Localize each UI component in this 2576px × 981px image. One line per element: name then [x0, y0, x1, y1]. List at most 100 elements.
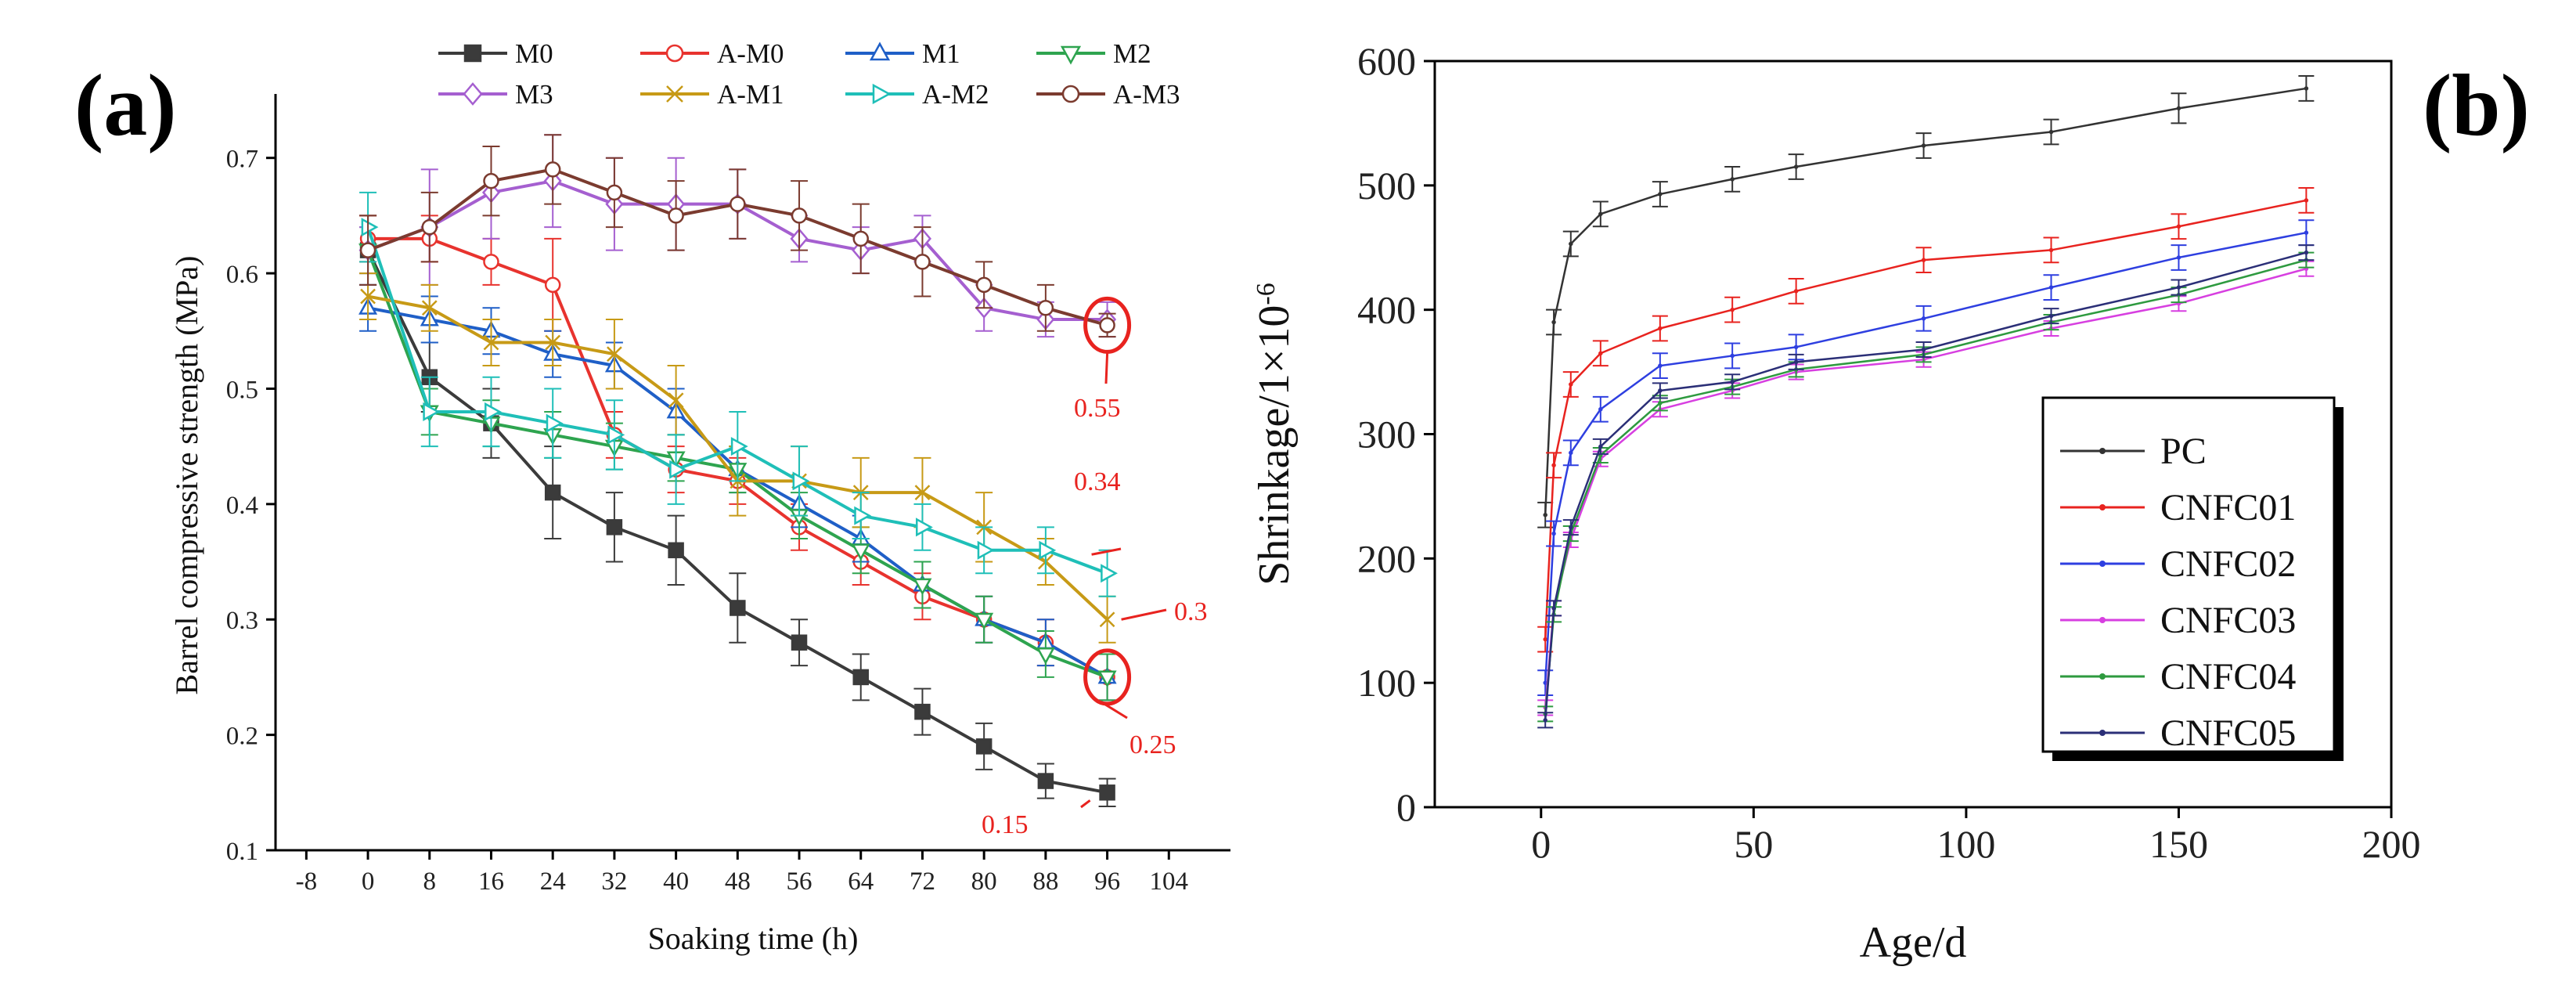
chart-b-x-tick-label: 0 [1531, 822, 1551, 866]
chart-b-point-cnfc01 [1658, 326, 1663, 331]
chart-a-point-a-m3 [852, 230, 869, 247]
chart-a-legend-marker-a-m1 [666, 85, 683, 103]
chart-a-annotation-label-m2: 0.25 [1129, 730, 1176, 759]
chart-a-point-a-m3 [544, 161, 561, 178]
chart-a-point-a-m2 [854, 506, 872, 525]
chart-a-x-axis-label: Soaking time (h) [648, 921, 859, 956]
chart-a-legend-entry-a-m1: A-M1 [640, 79, 784, 110]
chart-a-x-tick-label: 24 [540, 867, 566, 896]
chart-b-point-pc [1921, 143, 1926, 148]
chart-b-x-tick-label: 150 [2149, 822, 2208, 866]
chart-b-point-cnfc02 [1543, 680, 1547, 685]
chart-panel-b: 0 50 100 150 200 0 100 200 300 400 500 600 PC CNFC01… [1250, 39, 2421, 967]
chart-a-legend-entry-m0: M0 [438, 38, 553, 69]
chart-b-point-cnfc05 [2304, 250, 2309, 255]
chart-a-annotation-arrow-m0 [1080, 799, 1091, 809]
chart-a-legend-entry-a-m0: A-M0 [640, 38, 784, 69]
chart-a-point-a-m2 [1101, 564, 1118, 583]
chart-b-legend: PC CNFC01 CNFC02 CNFC03 CNFC04 CNFC05 [2041, 396, 2344, 761]
chart-a-point-m0 [1099, 784, 1115, 801]
chart-a-legend-marker-a-m2 [872, 83, 892, 105]
chart-b-point-pc [1730, 177, 1735, 182]
chart-a-point-a-m3 [606, 184, 623, 201]
chart-a-point-a-m2 [792, 471, 810, 491]
chart-a-point-a-m2 [916, 518, 933, 537]
chart-b-point-cnfc02 [1658, 363, 1663, 368]
chart-a-legend-label-m1: M1 [922, 38, 960, 69]
chart-a-legend-entry-m3: M3 [438, 79, 553, 110]
chart-a-annotation-label-a-m1: 0.3 [1174, 597, 1208, 626]
chart-a-x-tick-label: 48 [725, 867, 751, 896]
chart-a-point-m2 [975, 612, 994, 630]
chart-a-legend-marker-m0 [463, 44, 482, 63]
chart-a-legend-marker-a-m0 [665, 44, 684, 63]
chart-b-point-pc [1793, 164, 1799, 169]
chart-b-legend-label-cnfc04: CNFC04 [2160, 656, 2296, 698]
chart-a-legend: M0 A-M0 M1 M2 M3 A-M1 A-M2 A-M3 [438, 38, 1180, 110]
chart-a-point-a-m1 [360, 288, 376, 305]
chart-b-y-tick-label: 600 [1357, 39, 1416, 83]
chart-a-point-a-m1 [914, 485, 931, 500]
chart-b-point-cnfc01 [1730, 307, 1735, 312]
chart-a-x-tick-label: 64 [848, 867, 874, 896]
chart-b-legend-entry-cnfc01: CNFC01 [2060, 487, 2296, 528]
chart-b-legend-label-cnfc05: CNFC05 [2160, 712, 2296, 754]
chart-a-point-a-m1 [421, 300, 438, 316]
chart-b-point-cnfc05 [1598, 444, 1603, 449]
chart-b-y-tick-label: 500 [1357, 164, 1416, 207]
chart-a-annotation-circle-a-m3 [1083, 296, 1132, 354]
chart-a-point-a-m3 [975, 276, 993, 294]
chart-b-point-cnfc05 [1569, 525, 1573, 530]
panel-label-a: (a) [74, 57, 177, 154]
chart-b-legend-entry-cnfc05: CNFC05 [2060, 712, 2296, 754]
chart-b-series-pc [1537, 75, 2315, 528]
chart-a-annotation-a-m3: 0.55 [1074, 296, 1132, 423]
chart-a-point-a-m0 [544, 276, 561, 294]
chart-a-x-tick-label: 72 [910, 867, 935, 896]
chart-b-point-cnfc05 [1730, 380, 1735, 384]
chart-panel-a: -8 0 8 16 24 32 40 48 56 64 72 80 88 96 1040.10.20.30.… [169, 38, 1230, 956]
chart-a-x-tick-label: 40 [663, 867, 689, 896]
chart-b-legend-label-cnfc03: CNFC03 [2160, 600, 2296, 641]
chart-b-point-pc [1543, 512, 1547, 518]
chart-a-point-m0 [975, 738, 993, 755]
chart-a-point-a-m2 [1039, 540, 1057, 560]
chart-b-point-cnfc02 [2048, 285, 2054, 290]
chart-b-point-pc [2304, 86, 2309, 91]
chart-a-annotation-circle-m2 [1083, 648, 1132, 706]
chart-a-annotation-label-m0: 0.15 [982, 810, 1029, 839]
chart-a-legend-marker-m1 [869, 41, 891, 61]
chart-b-point-cnfc01 [1921, 258, 1926, 262]
chart-b-legend-label-pc: PC [2160, 431, 2207, 472]
chart-b-point-pc [1598, 211, 1603, 217]
chart-a-annotation-label-a-m3: 0.55 [1074, 394, 1121, 423]
chart-a-legend-entry-a-m3: A-M3 [1036, 79, 1180, 110]
chart-a-point-m0 [791, 634, 808, 651]
chart-a-legend-label-a-m1: A-M1 [717, 79, 784, 110]
chart-b-point-cnfc05 [1658, 388, 1663, 393]
chart-a-y-tick-label: 0.2 [226, 723, 258, 751]
chart-b-axes: 0 50 100 150 200 0 100 200 300 400 500 600 [1357, 39, 2421, 866]
chart-a-legend-entry-m2: M2 [1036, 38, 1151, 69]
chart-a-x-tick-label: 96 [1094, 867, 1120, 896]
chart-a-x-tick-label: 8 [423, 867, 437, 896]
chart-a-y-tick-label: 0.6 [226, 261, 258, 289]
chart-b-y-axis-label: Shrinkage/1×10-6 [1250, 283, 1299, 586]
chart-a-point-a-m3 [730, 196, 746, 212]
chart-a-y-tick-label: 0.1 [226, 838, 258, 866]
chart-a-x-tick-label: 80 [971, 867, 997, 896]
chart-a-x-tick-label: 104 [1150, 867, 1189, 896]
chart-a-y-tick-label: 0.5 [226, 376, 258, 404]
chart-a-y-tick-label: 0.3 [226, 607, 258, 635]
chart-a-point-a-m2 [730, 437, 748, 456]
chart-a-point-a-m3 [359, 242, 376, 258]
chart-b-point-pc [1658, 192, 1663, 197]
chart-a-series-a-m3 [359, 134, 1116, 338]
chart-a-legend-label-a-m2: A-M2 [922, 79, 989, 110]
chart-a-point-m0 [668, 542, 684, 559]
chart-a-point-a-m1 [668, 392, 684, 409]
chart-a-point-a-m2 [546, 413, 564, 433]
chart-a-point-a-m3 [791, 207, 808, 224]
chart-a-point-a-m3 [1099, 317, 1115, 334]
chart-a-x-tick-label: 88 [1032, 867, 1058, 896]
